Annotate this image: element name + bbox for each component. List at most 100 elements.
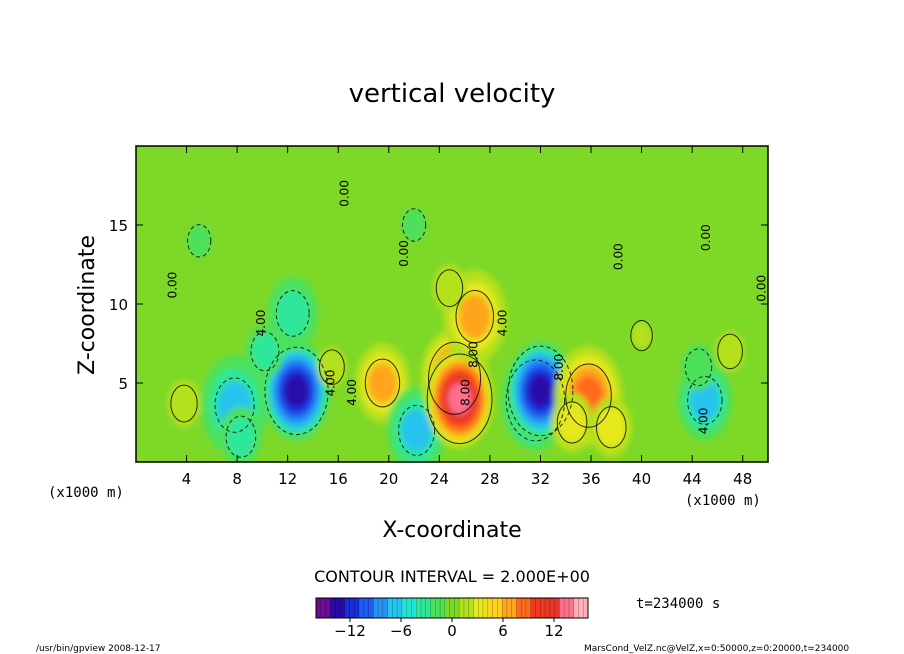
y-axis-title: Z-coordinate — [75, 235, 100, 375]
contour-labels: 0.00 0.00 0.00 0.00 0.00 0.00 4.00 4.00 4.00 4.00… — [165, 180, 768, 434]
colorbar-swatch — [444, 598, 460, 618]
contour-line — [401, 208, 427, 242]
x-unit-left: (x1000 m) — [48, 485, 124, 501]
contour-label: 0.00 — [612, 243, 626, 270]
y-tick-label: 5 — [118, 375, 128, 393]
contour-interval-label: CONTOUR INTERVAL = 2.000E+00 — [314, 567, 590, 586]
contour-band — [276, 290, 310, 337]
colorbar-swatch — [573, 598, 589, 618]
colorbar-swatch — [459, 598, 474, 618]
chart-title: vertical velocity — [349, 79, 556, 109]
contour-band — [631, 322, 652, 349]
footer-left: /usr/bin/gpview 2008-12-17 — [36, 644, 160, 654]
contour-band — [681, 343, 716, 391]
contour-band — [432, 264, 467, 312]
time-label: t=234000 s — [636, 596, 720, 612]
colorbar-swatch — [487, 598, 503, 618]
colorbar-swatch — [473, 598, 489, 618]
contour-line — [426, 353, 493, 445]
contour-line — [170, 384, 198, 423]
contour-line — [630, 320, 653, 352]
colorbar-swatch — [373, 598, 389, 618]
contour-label: 8.00 — [466, 341, 480, 368]
x-unit-right: (x1000 m) — [685, 493, 761, 509]
x-tick-label: 16 — [329, 470, 348, 488]
contour-label: 0.00 — [397, 240, 411, 267]
contour-band — [401, 409, 432, 452]
x-tick-label: 44 — [683, 470, 702, 488]
contour-line — [684, 348, 713, 387]
colorbar-swatch — [330, 598, 346, 618]
contour-band — [167, 380, 201, 427]
y-tick-label: 10 — [109, 296, 128, 314]
x-axis-title: X-coordinate — [382, 518, 521, 543]
contour-line — [507, 345, 574, 437]
contour-label: 4.00 — [254, 310, 268, 337]
x-tick-label: 12 — [278, 470, 297, 488]
contour-label: 8.00 — [552, 354, 566, 381]
colorbar-tick-label: 0 — [447, 622, 457, 640]
plot-area: 0.00 0.00 0.00 0.00 0.00 0.00 4.00 4.00 4.00 4.00… — [135, 145, 769, 463]
colorbar-ticks: −12 −6 0 6 12 — [334, 618, 564, 640]
x-tick-label: 24 — [430, 470, 449, 488]
x-tick-label: 28 — [480, 470, 499, 488]
contour-line — [364, 358, 401, 408]
contour-line — [435, 269, 464, 308]
contour-band — [251, 333, 279, 370]
contour-band — [317, 347, 347, 388]
footer-right: MarsCond_VelZ.nc@VelZ,x=0:50000,z=0:2000… — [584, 644, 849, 654]
contour-band — [447, 383, 472, 415]
colorbar-swatch — [530, 598, 546, 618]
contour-band — [528, 375, 553, 407]
y-tick-label: 15 — [109, 217, 128, 235]
contour-line — [264, 346, 329, 436]
contour-line — [428, 341, 482, 415]
contour-line — [455, 290, 495, 344]
contour-line — [717, 333, 743, 370]
contour-band — [284, 375, 309, 407]
x-tick-label: 32 — [531, 470, 550, 488]
contour-band — [715, 331, 745, 372]
colorbar-tick-label: −6 — [390, 622, 412, 640]
colorbar-swatch — [401, 598, 417, 618]
contour-line — [319, 349, 345, 385]
x-tick-label: 36 — [581, 470, 600, 488]
contour-line — [556, 401, 588, 444]
contour-line — [505, 359, 566, 442]
contour-line — [595, 406, 627, 449]
colorbar-swatch — [387, 598, 403, 618]
colorbar-swatch — [430, 598, 446, 618]
contour-line — [187, 224, 212, 258]
contour-label: 4.00 — [345, 379, 359, 406]
colorbar-swatch — [316, 598, 331, 618]
x-tick-label: 4 — [182, 470, 192, 488]
contour-line — [687, 375, 723, 425]
y-axis: 5 10 15 — [109, 217, 768, 393]
colorbar-tick-label: 6 — [498, 622, 508, 640]
x-axis: 4 8 12 16 20 24 28 32 36 40 44 48 — [182, 146, 752, 488]
colorbar-swatch — [416, 598, 432, 618]
contour-band — [458, 294, 491, 339]
colorbar-swatch — [344, 598, 360, 618]
colorbar-swatch — [358, 598, 374, 618]
colorbar-swatch — [502, 598, 517, 618]
x-tick-label: 48 — [733, 470, 752, 488]
contour-label: 0.00 — [699, 224, 713, 251]
x-tick-label: 40 — [632, 470, 651, 488]
colorbar-tick-label: 12 — [544, 622, 563, 640]
contour-line — [225, 415, 257, 458]
colorbar-tick-label: −12 — [334, 622, 366, 640]
contour-band — [596, 407, 626, 448]
velocity-field — [136, 146, 768, 462]
x-tick-label: 20 — [379, 470, 398, 488]
contour-band — [367, 363, 397, 403]
contour-band — [186, 224, 212, 258]
contour-label: 0.00 — [165, 272, 179, 299]
contour-label: 8.00 — [459, 379, 473, 406]
contour-band — [226, 416, 256, 457]
colorbar-swatch — [559, 598, 575, 618]
contour-line — [398, 404, 436, 456]
colorbar-swatch — [545, 598, 560, 618]
contour-label: 0.00 — [754, 275, 768, 302]
